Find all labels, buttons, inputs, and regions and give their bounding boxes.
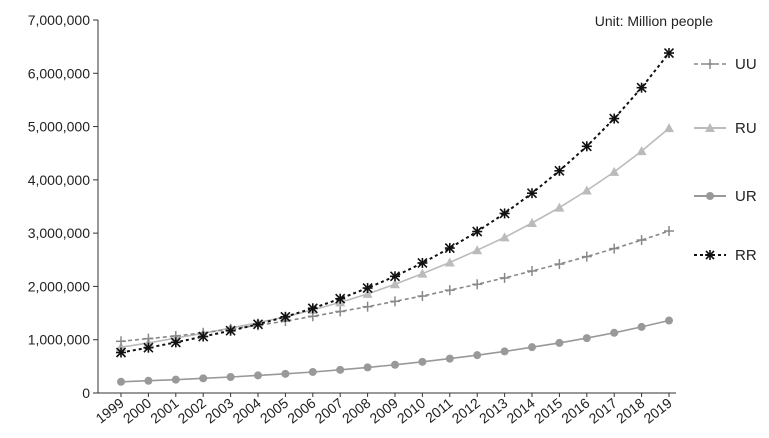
x-tick-label: 2002 [175, 395, 210, 427]
data-point [500, 347, 509, 356]
series-line-uu [120, 230, 670, 343]
data-point [363, 363, 372, 372]
data-point [226, 373, 235, 382]
x-tick-label: 1999 [92, 395, 127, 427]
data-point [445, 354, 454, 363]
y-tick-label: 4,000,000 [28, 172, 90, 188]
data-point [610, 328, 619, 337]
data-point [664, 123, 674, 133]
data-point [554, 202, 565, 212]
x-tick-label: 2001 [147, 395, 182, 427]
x-tick-label: 2007 [312, 395, 347, 427]
data-point [473, 351, 482, 360]
data-point [472, 245, 483, 255]
data-point [499, 232, 510, 242]
data-point [144, 376, 153, 385]
data-point [362, 288, 373, 298]
data-point [117, 377, 125, 386]
legend-label: RR [735, 246, 757, 264]
legend-swatch [694, 59, 726, 69]
data-point [199, 374, 208, 383]
x-tick-label: 2017 [586, 395, 621, 427]
legend-label: UR [735, 187, 757, 205]
x-tick-label: 2015 [531, 395, 566, 427]
legend-label: RU [735, 119, 757, 137]
data-point [390, 279, 400, 289]
legend-item-ur: UR [692, 185, 757, 207]
data-point [171, 375, 180, 384]
unit-note: Unit: Million people [594, 13, 713, 29]
x-tick-label: 2014 [503, 395, 538, 427]
y-tick-label: 0 [82, 385, 90, 401]
x-tick-label: 2010 [394, 395, 429, 427]
x-tick-label: 2009 [366, 395, 401, 427]
x-tick-label: 2000 [120, 395, 155, 427]
legend-swatch [694, 192, 726, 200]
legend-swatch [694, 250, 726, 260]
y-tick-label: 3,000,000 [28, 225, 90, 241]
legend-item-rr: RR [692, 244, 757, 266]
y-tick-label: 1,000,000 [28, 332, 90, 348]
data-point [636, 146, 647, 156]
line-chart: 0 1,000,000 2,000,000 3,000,000 4,000,000 5,0… [28, 12, 676, 427]
legend-item-uu: UU [692, 53, 757, 75]
x-tick-label: 2011 [422, 395, 456, 426]
data-point [637, 322, 646, 331]
data-point [609, 166, 620, 176]
data-point [254, 371, 262, 380]
legend: UU RU UR RR [692, 0, 769, 438]
data-point [581, 185, 592, 195]
data-point [555, 338, 564, 347]
data-point [582, 334, 591, 343]
data-point [417, 268, 428, 278]
data-point [444, 257, 455, 267]
x-tick-label: 2019 [640, 395, 675, 427]
x-tick-label: 2003 [202, 395, 237, 427]
data-point [527, 218, 537, 228]
data-point [418, 357, 427, 366]
x-tick-label: 2013 [476, 395, 511, 427]
data-point [665, 316, 673, 325]
y-tick-label: 5,000,000 [28, 119, 90, 135]
legend-swatch [694, 123, 726, 132]
data-point [281, 369, 290, 378]
data-point [336, 365, 345, 374]
series-line-ru [120, 127, 670, 348]
y-tick-label: 2,000,000 [28, 278, 90, 294]
y-tick-label: 7,000,000 [28, 12, 90, 28]
x-tick-label: 2005 [257, 395, 292, 427]
series-line-rr [120, 52, 670, 354]
x-tick-label: 2004 [229, 395, 264, 427]
data-point [308, 367, 317, 376]
x-tick-label: 2018 [613, 395, 648, 427]
x-tick-label: 2006 [284, 395, 319, 427]
data-point [528, 343, 536, 352]
legend-label: UU [735, 55, 757, 73]
x-tick-label: 2012 [449, 395, 484, 427]
x-tick-label: 2016 [558, 395, 593, 427]
legend-item-ru: RU [692, 117, 757, 139]
x-tick-label: 2008 [339, 395, 374, 427]
y-tick-label: 6,000,000 [28, 65, 90, 81]
data-point [391, 360, 399, 369]
